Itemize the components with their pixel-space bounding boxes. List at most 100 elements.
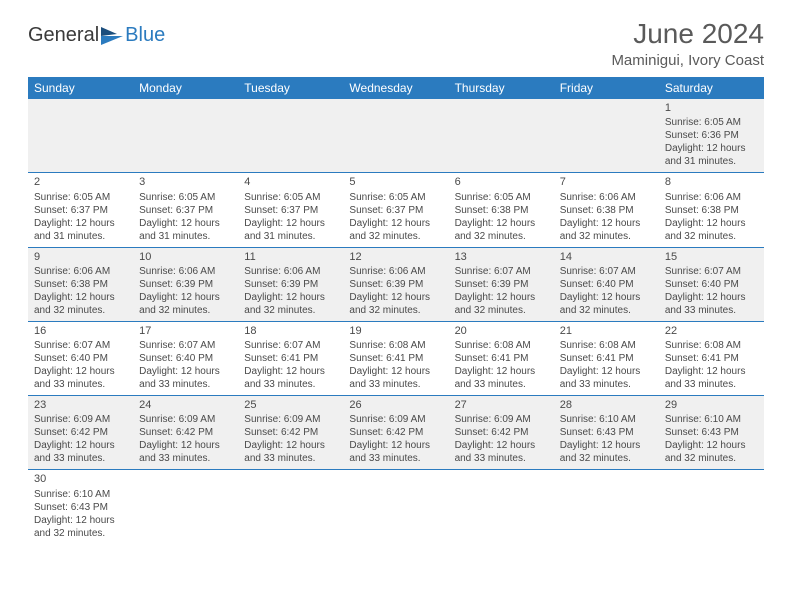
calendar-cell: 28Sunrise: 6:10 AMSunset: 6:43 PMDayligh… (554, 396, 659, 470)
cell-text: Sunrise: 6:08 AM (665, 339, 758, 352)
cell-text: and 33 minutes. (665, 378, 758, 391)
cell-text: Daylight: 12 hours (560, 291, 653, 304)
cell-text: Sunset: 6:38 PM (665, 204, 758, 217)
cell-text: Sunset: 6:39 PM (455, 278, 548, 291)
cell-text: and 33 minutes. (349, 378, 442, 391)
cell-text: Daylight: 12 hours (139, 439, 232, 452)
cell-text: Daylight: 12 hours (455, 217, 548, 230)
day-number: 4 (244, 175, 337, 189)
cell-text: and 33 minutes. (244, 378, 337, 391)
calendar-cell (554, 470, 659, 544)
logo-text-general: General (28, 24, 99, 47)
cell-text: Daylight: 12 hours (349, 291, 442, 304)
day-number: 5 (349, 175, 442, 189)
calendar-week-row: 2Sunrise: 6:05 AMSunset: 6:37 PMDaylight… (28, 173, 764, 247)
day-number: 1 (665, 101, 758, 115)
day-number: 2 (34, 175, 127, 189)
calendar-cell: 23Sunrise: 6:09 AMSunset: 6:42 PMDayligh… (28, 396, 133, 470)
calendar-cell: 20Sunrise: 6:08 AMSunset: 6:41 PMDayligh… (449, 321, 554, 395)
cell-text: Sunrise: 6:06 AM (34, 265, 127, 278)
day-number: 18 (244, 324, 337, 338)
cell-text: Daylight: 12 hours (34, 217, 127, 230)
cell-text: Sunrise: 6:07 AM (139, 339, 232, 352)
flag-icon (101, 27, 123, 45)
day-number: 10 (139, 250, 232, 264)
cell-text: Daylight: 12 hours (665, 365, 758, 378)
calendar-cell (449, 99, 554, 173)
cell-text: Sunset: 6:41 PM (244, 352, 337, 365)
calendar-cell: 4Sunrise: 6:05 AMSunset: 6:37 PMDaylight… (238, 173, 343, 247)
day-number: 17 (139, 324, 232, 338)
cell-text: Sunset: 6:42 PM (139, 426, 232, 439)
cell-text: and 33 minutes. (455, 452, 548, 465)
cell-text: and 33 minutes. (34, 378, 127, 391)
cell-text: Daylight: 12 hours (665, 142, 758, 155)
cell-text: Sunset: 6:41 PM (665, 352, 758, 365)
day-number: 8 (665, 175, 758, 189)
day-number: 14 (560, 250, 653, 264)
cell-text: Sunset: 6:40 PM (34, 352, 127, 365)
cell-text: and 31 minutes. (665, 155, 758, 168)
cell-text: Sunset: 6:39 PM (244, 278, 337, 291)
cell-text: Sunrise: 6:05 AM (34, 191, 127, 204)
calendar-cell: 29Sunrise: 6:10 AMSunset: 6:43 PMDayligh… (659, 396, 764, 470)
cell-text: and 31 minutes. (139, 230, 232, 243)
cell-text: Sunrise: 6:07 AM (455, 265, 548, 278)
cell-text: Sunrise: 6:08 AM (349, 339, 442, 352)
day-number: 22 (665, 324, 758, 338)
cell-text: Sunrise: 6:07 AM (34, 339, 127, 352)
day-number: 26 (349, 398, 442, 412)
day-number: 9 (34, 250, 127, 264)
cell-text: Sunrise: 6:05 AM (455, 191, 548, 204)
cell-text: Sunrise: 6:09 AM (139, 413, 232, 426)
calendar-cell (343, 99, 448, 173)
cell-text: and 32 minutes. (349, 304, 442, 317)
day-number: 7 (560, 175, 653, 189)
cell-text: and 33 minutes. (665, 304, 758, 317)
day-number: 23 (34, 398, 127, 412)
day-number: 15 (665, 250, 758, 264)
cell-text: Sunrise: 6:07 AM (244, 339, 337, 352)
cell-text: Sunset: 6:42 PM (244, 426, 337, 439)
cell-text: Sunrise: 6:10 AM (665, 413, 758, 426)
calendar-cell (238, 470, 343, 544)
cell-text: Daylight: 12 hours (349, 365, 442, 378)
cell-text: Daylight: 12 hours (34, 439, 127, 452)
cell-text: and 33 minutes. (455, 378, 548, 391)
cell-text: and 32 minutes. (560, 304, 653, 317)
cell-text: Sunset: 6:41 PM (349, 352, 442, 365)
calendar-cell (554, 99, 659, 173)
calendar-cell: 13Sunrise: 6:07 AMSunset: 6:39 PMDayligh… (449, 247, 554, 321)
day-number: 13 (455, 250, 548, 264)
page-title: June 2024 (611, 18, 764, 50)
cell-text: Sunset: 6:37 PM (139, 204, 232, 217)
calendar-cell: 9Sunrise: 6:06 AMSunset: 6:38 PMDaylight… (28, 247, 133, 321)
calendar-cell: 7Sunrise: 6:06 AMSunset: 6:38 PMDaylight… (554, 173, 659, 247)
logo: General Blue (28, 18, 165, 47)
calendar-cell: 22Sunrise: 6:08 AMSunset: 6:41 PMDayligh… (659, 321, 764, 395)
day-number: 11 (244, 250, 337, 264)
cell-text: Sunrise: 6:10 AM (560, 413, 653, 426)
calendar-week-row: 30Sunrise: 6:10 AMSunset: 6:43 PMDayligh… (28, 470, 764, 544)
cell-text: Sunrise: 6:07 AM (665, 265, 758, 278)
day-number: 16 (34, 324, 127, 338)
cell-text: Daylight: 12 hours (34, 514, 127, 527)
cell-text: and 32 minutes. (34, 527, 127, 540)
cell-text: Daylight: 12 hours (139, 217, 232, 230)
page-subtitle: Maminigui, Ivory Coast (611, 52, 764, 69)
cell-text: Daylight: 12 hours (139, 291, 232, 304)
cell-text: Sunset: 6:38 PM (455, 204, 548, 217)
day-number: 29 (665, 398, 758, 412)
calendar-cell: 15Sunrise: 6:07 AMSunset: 6:40 PMDayligh… (659, 247, 764, 321)
cell-text: Daylight: 12 hours (560, 439, 653, 452)
calendar-cell: 1Sunrise: 6:05 AMSunset: 6:36 PMDaylight… (659, 99, 764, 173)
col-tuesday: Tuesday (238, 77, 343, 99)
cell-text: Sunset: 6:40 PM (560, 278, 653, 291)
calendar-cell: 2Sunrise: 6:05 AMSunset: 6:37 PMDaylight… (28, 173, 133, 247)
cell-text: Sunrise: 6:05 AM (349, 191, 442, 204)
col-friday: Friday (554, 77, 659, 99)
calendar-cell: 14Sunrise: 6:07 AMSunset: 6:40 PMDayligh… (554, 247, 659, 321)
cell-text: Sunrise: 6:06 AM (665, 191, 758, 204)
cell-text: and 33 minutes. (244, 452, 337, 465)
calendar-cell: 27Sunrise: 6:09 AMSunset: 6:42 PMDayligh… (449, 396, 554, 470)
